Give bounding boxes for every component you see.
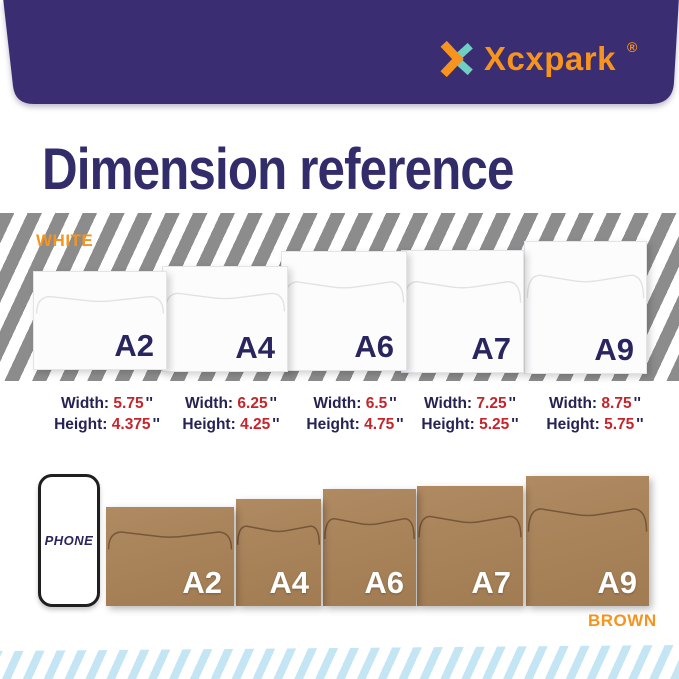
blue-stripe-band <box>0 644 679 679</box>
inch-mark: '' <box>272 416 280 433</box>
width-value: 6.5 <box>365 395 388 412</box>
width-label: Width: <box>424 395 473 412</box>
white-section-label: WHITE <box>36 231 94 250</box>
envelope-size-label: A6 <box>354 329 394 364</box>
brown-envelope-a4: A4 <box>236 499 321 606</box>
dimension-reference-table: Width: 5.75 '' Height: 4.375 '' Width: 6.2… <box>0 393 679 443</box>
envelope-size-label: A7 <box>471 565 511 600</box>
envelope-size-label: A9 <box>594 332 634 367</box>
inch-mark: '' <box>511 416 519 433</box>
envelope-flap-line <box>525 242 646 301</box>
dimensions-a2: Width: 5.75 '' Height: 4.375 '' <box>42 393 172 435</box>
inch-mark: '' <box>633 395 641 412</box>
height-label: Height: <box>54 416 108 433</box>
envelope-flap-line <box>236 499 321 547</box>
width-label: Width: <box>185 395 234 412</box>
white-envelope-a7: A7 <box>401 250 524 373</box>
width-label: Width: <box>549 395 598 412</box>
width-value: 5.75 <box>113 395 144 412</box>
page-title: Dimension reference <box>42 137 514 202</box>
envelope-size-label: A2 <box>114 328 154 363</box>
envelope-flap-line <box>417 486 523 540</box>
brown-envelope-a7: A7 <box>417 486 523 606</box>
height-label: Height: <box>546 416 600 433</box>
envelope-flap-line <box>323 489 416 542</box>
dimensions-a9: Width: 8.75 '' Height: 5.75 '' <box>530 393 660 435</box>
inch-mark: '' <box>389 395 397 412</box>
inch-mark: '' <box>145 395 153 412</box>
envelope-size-label: A6 <box>364 565 404 600</box>
width-value: 7.25 <box>476 395 507 412</box>
dimensions-a4: Width: 6.25 '' Height: 4.25 '' <box>166 393 296 435</box>
white-envelope-a2: A2 <box>33 271 167 370</box>
width-value: 8.75 <box>601 395 632 412</box>
height-value: 4.75 <box>364 416 395 433</box>
height-value: 4.25 <box>240 416 271 433</box>
height-value: 5.75 <box>604 416 635 433</box>
envelope-flap-line <box>282 252 406 305</box>
dimensions-a7: Width: 7.25 '' Height: 5.25 '' <box>405 393 535 435</box>
height-value: 4.375 <box>111 416 151 433</box>
registered-mark: ® <box>626 39 638 55</box>
width-label: Width: <box>313 395 362 412</box>
height-value: 5.25 <box>479 416 510 433</box>
envelope-flap-line <box>106 507 234 552</box>
inch-mark: '' <box>269 395 277 412</box>
height-label: Height: <box>306 416 360 433</box>
inch-mark: '' <box>396 416 404 433</box>
inch-mark: '' <box>152 416 160 433</box>
phone-label: PHONE <box>44 533 94 548</box>
dimensions-a6: Width: 6.5 '' Height: 4.75 '' <box>290 393 420 435</box>
white-envelope-a4: A4 <box>162 266 288 372</box>
height-label: Height: <box>182 416 236 433</box>
width-label: Width: <box>61 395 110 412</box>
white-envelope-a6: A6 <box>281 251 407 371</box>
brand-logo: Xcxpark ® <box>437 39 638 78</box>
envelope-size-label: A9 <box>597 565 637 600</box>
brown-section-label: BROWN <box>588 611 657 630</box>
envelope-flap-line <box>34 272 166 316</box>
envelope-size-label: A7 <box>471 331 511 366</box>
envelope-size-label: A4 <box>235 330 275 365</box>
x-chevrons-icon <box>440 40 473 78</box>
header-banner <box>3 0 679 104</box>
inch-mark: '' <box>636 416 644 433</box>
phone-outline: PHONE <box>38 474 100 607</box>
inch-mark: '' <box>508 395 516 412</box>
white-envelope-a9: A9 <box>524 241 647 374</box>
brown-envelope-a6: A6 <box>323 489 416 606</box>
brown-envelope-a9: A9 <box>526 476 649 606</box>
envelope-flap-line <box>163 267 287 314</box>
brown-envelope-a2: A2 <box>106 507 234 606</box>
envelope-flap-line <box>526 476 649 535</box>
width-value: 6.25 <box>237 395 268 412</box>
envelope-size-label: A4 <box>269 565 309 600</box>
envelope-size-label: A2 <box>182 565 222 600</box>
envelope-flap-line <box>402 251 523 305</box>
height-label: Height: <box>421 416 475 433</box>
brand-name: Xcxpark <box>484 40 616 77</box>
